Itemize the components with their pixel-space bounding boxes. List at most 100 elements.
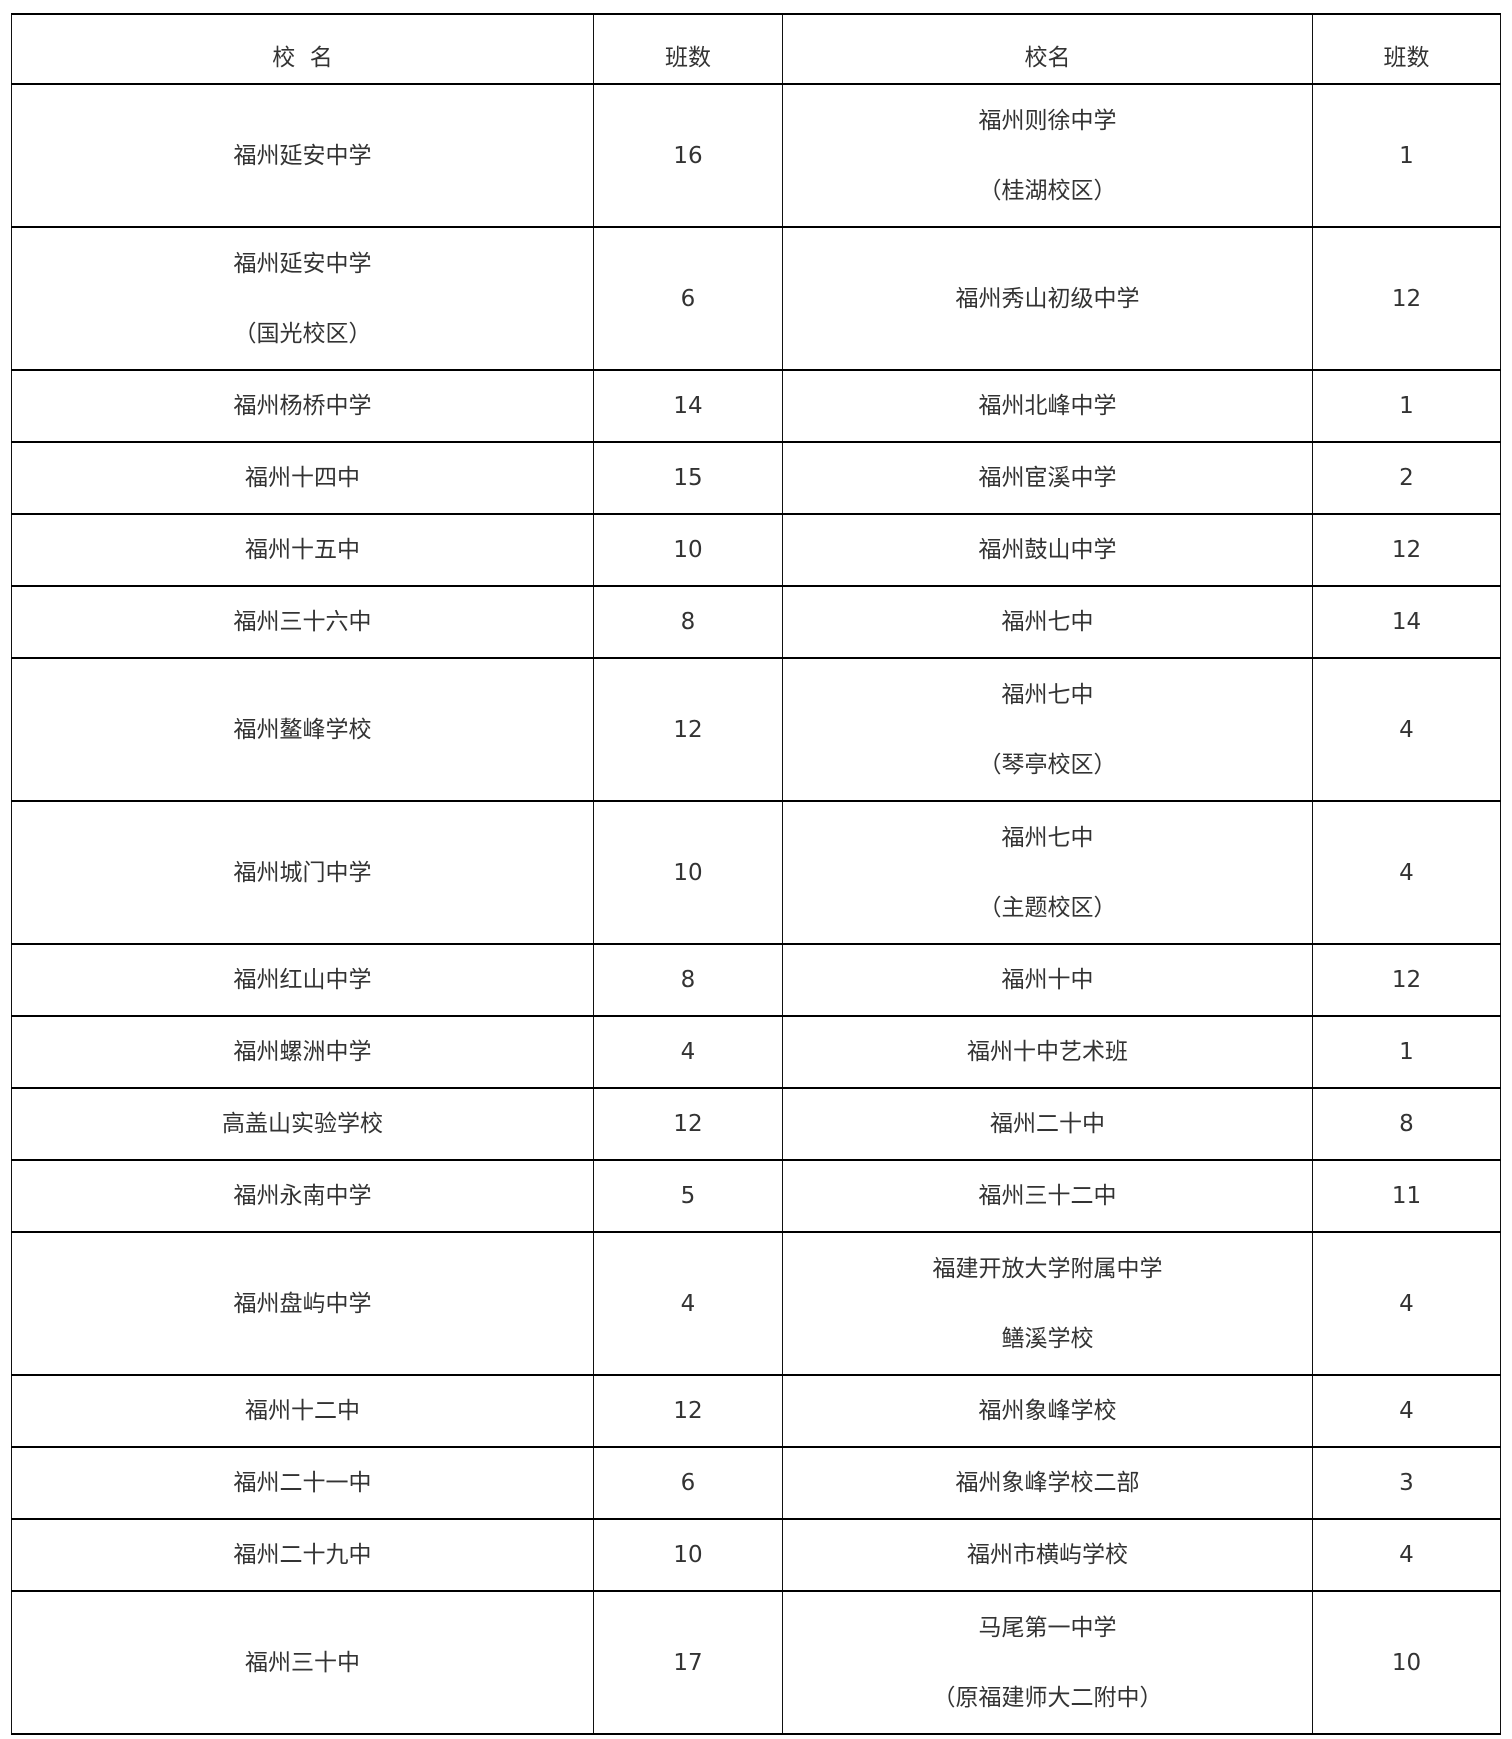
- school-name-cell-line: 福州鳌峰学校: [233, 716, 372, 743]
- school-name-cell-line: （主题校区）: [978, 894, 1117, 921]
- school-name-cell-line: 福州则徐中学: [978, 107, 1117, 134]
- header-school-name-2: 校名: [782, 13, 1313, 85]
- school-name-cell: 福州七中: [782, 585, 1313, 659]
- school-name-cell-line: 福州三十二中: [978, 1183, 1117, 1209]
- class-count-cell: 4: [1312, 657, 1501, 802]
- school-name-cell: 福州城门中学: [11, 800, 594, 945]
- table-row: 福州红山中学 8 福州十中 12: [11, 943, 1501, 1017]
- school-name-cell: 福州十二中: [11, 1374, 594, 1448]
- school-name-cell: 马尾第一中学 （原福建师大二附中）: [782, 1590, 1313, 1735]
- class-count-cell: 10: [593, 1518, 783, 1592]
- class-count-cell: 6: [593, 226, 783, 371]
- school-name-cell: 福州螺洲中学: [11, 1015, 594, 1089]
- school-name-cell: 福州杨桥中学: [11, 369, 594, 443]
- school-name-cell: 福州二十中: [782, 1087, 1313, 1161]
- school-name-cell-line: 福州七中: [1001, 609, 1094, 635]
- school-name-cell-line: 福州延安中学: [233, 142, 372, 169]
- class-count-cell: 3: [1312, 1446, 1501, 1520]
- table-row: 福州十二中 12 福州象峰学校 4: [11, 1374, 1501, 1448]
- school-name-cell: 福州鼓山中学: [782, 513, 1313, 587]
- class-count-cell: 4: [593, 1231, 783, 1376]
- class-count-cell: 4: [1312, 1231, 1501, 1376]
- school-name-cell-line: 福州七中: [1001, 824, 1094, 851]
- table-row: 福州城门中学 10 福州七中 （主题校区） 4: [11, 800, 1501, 945]
- class-count-cell: 16: [593, 83, 783, 228]
- class-count-cell: 8: [1312, 1087, 1501, 1161]
- school-name-cell: 福州象峰学校二部: [782, 1446, 1313, 1520]
- school-name-cell-line: 福州十二中: [245, 1398, 360, 1424]
- school-name-cell: 福州十中艺术班: [782, 1015, 1313, 1089]
- table-row: 福州十四中 15 福州宦溪中学 2: [11, 441, 1501, 515]
- school-name-cell-line: （桂湖校区）: [978, 177, 1117, 204]
- class-count-cell: 4: [1312, 1518, 1501, 1592]
- class-count-cell: 8: [593, 943, 783, 1017]
- school-name-cell-line: 鳝溪学校: [1001, 1325, 1094, 1352]
- school-name-cell: 福州盘屿中学: [11, 1231, 594, 1376]
- school-name-cell-line: 福州市横屿学校: [967, 1542, 1128, 1568]
- school-name-cell: 福州十五中: [11, 513, 594, 587]
- header-class-count-1: 班数: [593, 13, 783, 85]
- school-name-cell: 福州红山中学: [11, 943, 594, 1017]
- school-name-cell-line: 福州象峰学校: [978, 1398, 1117, 1424]
- table-row: 福州延安中学 16 福州则徐中学 （桂湖校区） 1: [11, 83, 1501, 228]
- table-row: 福州盘屿中学 4 福建开放大学附属中学 鳝溪学校 4: [11, 1231, 1501, 1376]
- school-name-cell-line: 福州螺洲中学: [233, 1039, 372, 1065]
- school-name-cell: 高盖山实验学校: [11, 1087, 594, 1161]
- school-name-cell-line: 福州七中: [1001, 681, 1094, 708]
- class-count-cell: 6: [593, 1446, 783, 1520]
- table-row: 高盖山实验学校 12 福州二十中 8: [11, 1087, 1501, 1161]
- school-name-cell-line: （原福建师大二附中）: [932, 1684, 1163, 1711]
- school-name-cell-line: 福州北峰中学: [978, 393, 1117, 419]
- table-row: 福州杨桥中学 14 福州北峰中学 1: [11, 369, 1501, 443]
- class-count-cell: 17: [593, 1590, 783, 1735]
- table-row: 福州螺洲中学 4 福州十中艺术班 1: [11, 1015, 1501, 1089]
- school-name-cell-line: 福州城门中学: [233, 859, 372, 886]
- school-name-cell: 福州三十中: [11, 1590, 594, 1735]
- class-count-cell: 12: [1312, 943, 1501, 1017]
- class-count-cell: 4: [1312, 800, 1501, 945]
- table-row: 福州三十六中 8 福州七中 14: [11, 585, 1501, 659]
- class-count-cell: 10: [593, 513, 783, 587]
- header-class-count-2: 班数: [1312, 13, 1501, 85]
- class-count-cell: 8: [593, 585, 783, 659]
- class-count-cell: 10: [1312, 1590, 1501, 1735]
- class-count-cell: 14: [1312, 585, 1501, 659]
- school-name-cell: 福州延安中学 （国光校区）: [11, 226, 594, 371]
- school-name-cell-line: 福州二十一中: [233, 1470, 372, 1496]
- school-name-cell-line: 福州十四中: [245, 465, 360, 491]
- school-name-cell: 福州北峰中学: [782, 369, 1313, 443]
- school-name-cell-line: 福州永南中学: [233, 1183, 372, 1209]
- class-count-cell: 10: [593, 800, 783, 945]
- school-name-cell-line: 福州十中: [1001, 967, 1094, 993]
- school-name-cell-line: 福建开放大学附属中学: [932, 1255, 1163, 1282]
- school-name-cell-line: （国光校区）: [233, 320, 372, 347]
- table-row: 福州二十九中 10 福州市横屿学校 4: [11, 1518, 1501, 1592]
- class-count-cell: 1: [1312, 369, 1501, 443]
- school-name-cell-line: 福州鼓山中学: [978, 537, 1117, 563]
- header-school-name-1: 校 名: [11, 13, 594, 85]
- school-name-cell: 福州永南中学: [11, 1159, 594, 1233]
- school-name-cell: 福州象峰学校: [782, 1374, 1313, 1448]
- class-count-cell: 12: [1312, 513, 1501, 587]
- table-row: 福州三十中 17 马尾第一中学 （原福建师大二附中） 10: [11, 1590, 1501, 1735]
- class-count-cell: 15: [593, 441, 783, 515]
- school-name-cell: 福州十中: [782, 943, 1313, 1017]
- school-name-cell: 福州则徐中学 （桂湖校区）: [782, 83, 1313, 228]
- school-name-cell-line: 福州宦溪中学: [978, 465, 1117, 491]
- class-count-cell: 12: [593, 1087, 783, 1161]
- school-name-cell-line: 福州象峰学校二部: [955, 1470, 1140, 1496]
- school-name-cell: 福州延安中学: [11, 83, 594, 228]
- school-name-cell-line: （琴亭校区）: [978, 751, 1117, 778]
- school-name-cell-line: 马尾第一中学: [978, 1614, 1117, 1641]
- school-name-cell-line: 福州十中艺术班: [967, 1039, 1128, 1065]
- school-name-cell-line: 福州盘屿中学: [233, 1290, 372, 1317]
- table-row: 福州鳌峰学校 12 福州七中 （琴亭校区） 4: [11, 657, 1501, 802]
- school-name-cell-line: 福州三十中: [245, 1649, 360, 1676]
- class-count-cell: 12: [1312, 226, 1501, 371]
- class-count-cell: 1: [1312, 83, 1501, 228]
- school-name-cell: 福州七中 （主题校区）: [782, 800, 1313, 945]
- school-name-cell-line: 福州三十六中: [233, 609, 372, 635]
- table-row: 福州延安中学 （国光校区） 6 福州秀山初级中学 12: [11, 226, 1501, 371]
- school-name-cell: 福州三十二中: [782, 1159, 1313, 1233]
- header-row: 校 名 班数 校名 班数: [11, 13, 1501, 85]
